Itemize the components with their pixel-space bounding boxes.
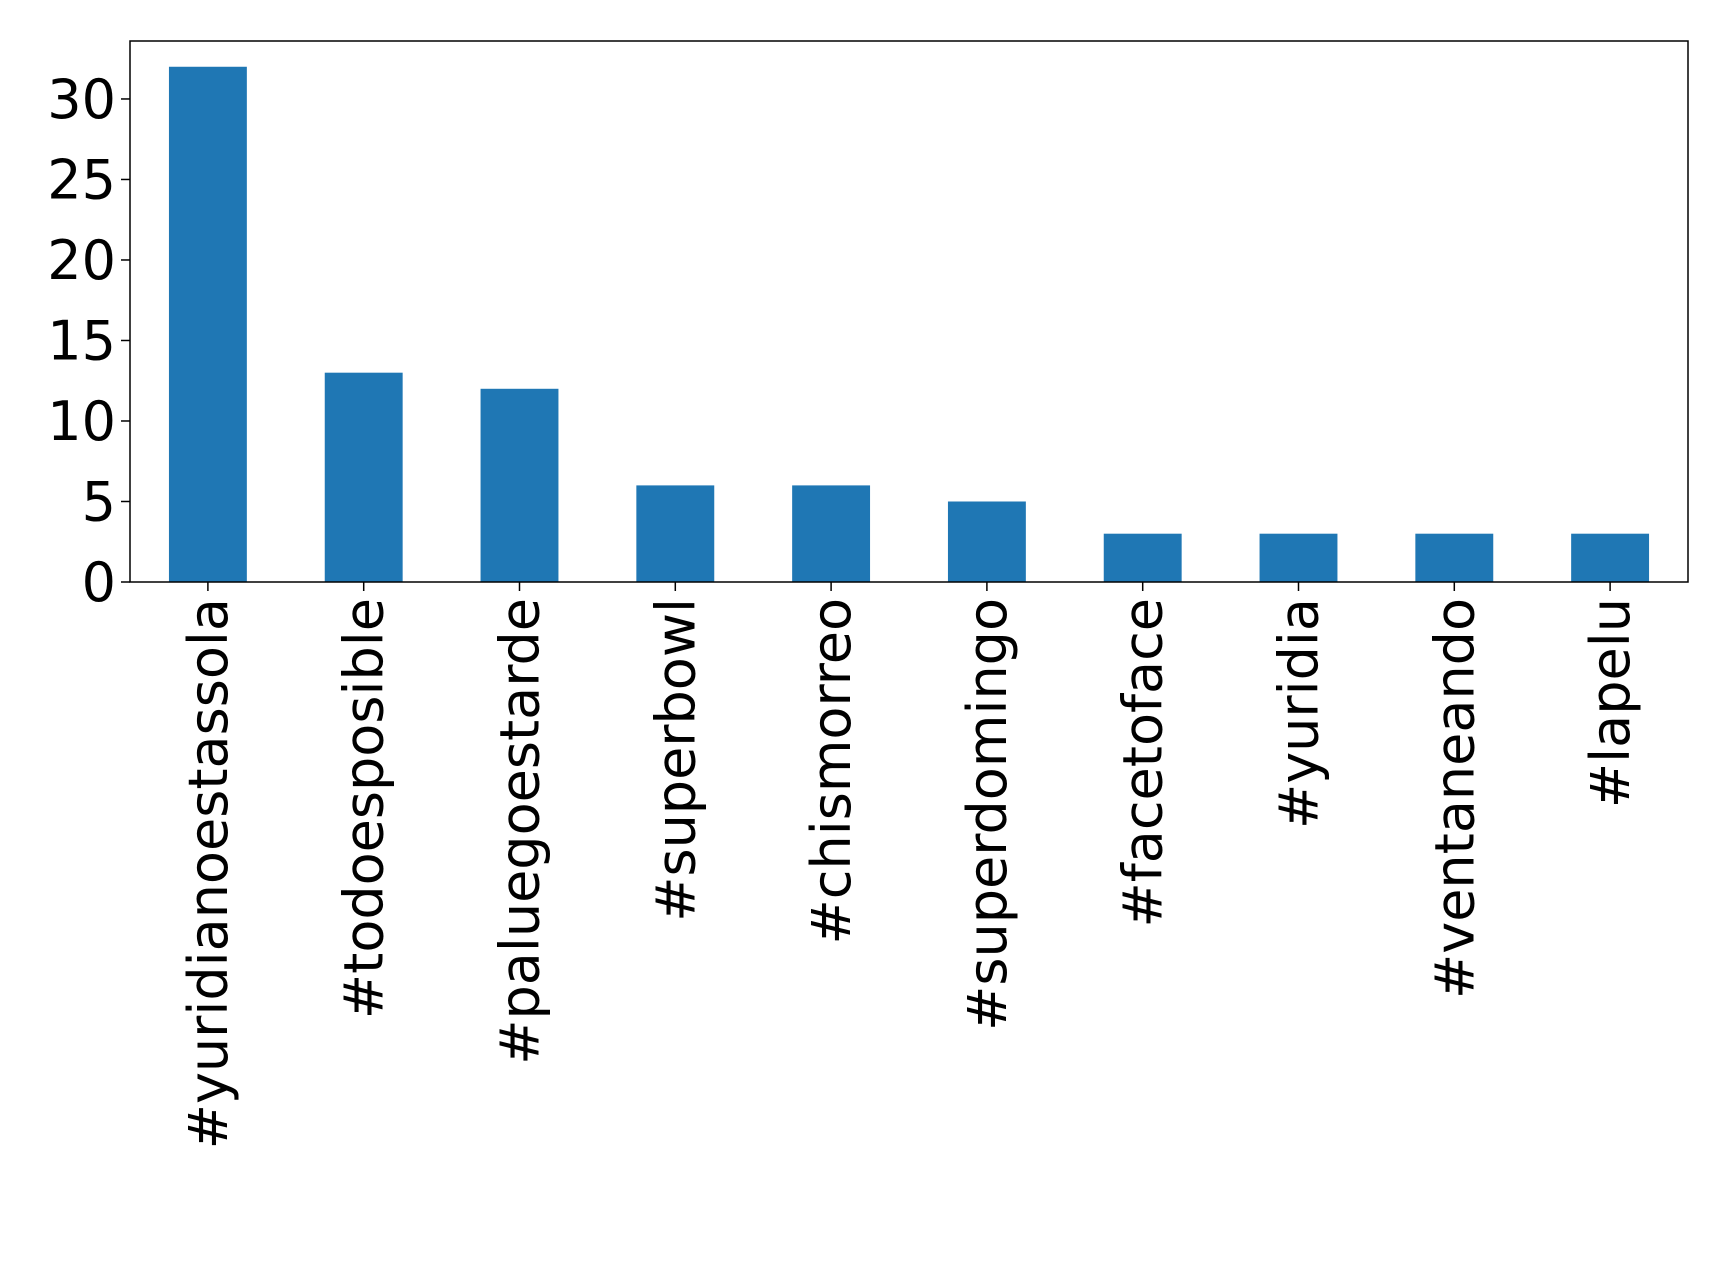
bar [792,485,871,582]
x-tick-label: #paluegoestarde [489,598,552,1065]
y-tick-label: 30 [47,68,116,131]
bar [168,66,247,582]
bar [1415,533,1494,582]
bar [1259,533,1338,582]
bar [324,372,403,582]
x-tick-label: #todoesposible [333,598,396,1019]
x-tick-label: #superbowl [644,598,707,922]
bar [947,501,1026,582]
x-tick-label: #superdomingo [956,598,1019,1031]
y-tick-label: 20 [47,229,116,292]
axes-frame [129,40,1689,583]
y-tick-label: 10 [47,390,116,453]
bar [636,485,715,582]
bar [1103,533,1182,582]
y-tick-label: 15 [47,309,116,372]
x-tick-label: #lapelu [1579,598,1642,808]
x-tick-label: #ventaneando [1423,598,1486,999]
x-tick-label: #facetoface [1112,598,1175,927]
y-tick-label: 0 [82,551,116,614]
bar [480,388,559,582]
x-tick-label: #yuridianoestassola [177,598,240,1149]
y-tick-label: 25 [47,148,116,211]
bar [1571,533,1650,582]
y-tick-label: 5 [82,470,116,533]
x-tick-label: #yuridia [1268,598,1331,829]
x-tick-label: #chismorreo [800,598,863,944]
